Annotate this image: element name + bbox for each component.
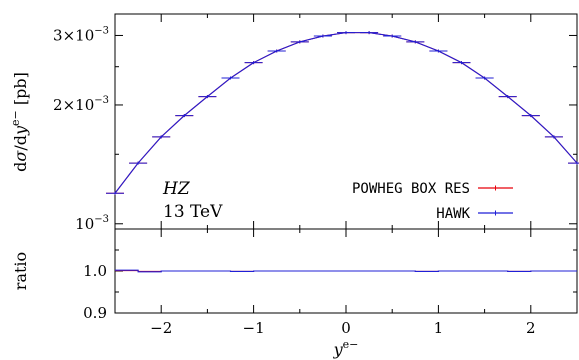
main-x-ticks <box>114 14 578 229</box>
main-y-tick-label: 10−3 <box>75 214 109 233</box>
main-series-line-1 <box>114 32 578 194</box>
main-y-ticks: 10−3 2×10−3 3×10−3 <box>53 25 577 233</box>
ratio-x-ticks: −2 −1 0 1 2 <box>114 229 578 337</box>
x-tick-label: −2 <box>150 319 172 337</box>
x-tick-label: 2 <box>526 319 536 337</box>
main-panel: 10−32×10−33×10−3 dσ/dye− [pb] HZ 13 TeV … <box>9 13 579 233</box>
x-tick-label: 0 <box>341 319 351 337</box>
ratio-series-line-1 <box>115 269 577 273</box>
main-y-tick-label: 3×10−3 <box>53 25 109 44</box>
legend-label-hawk: HAWK <box>436 206 470 222</box>
x-tick-label: −1 <box>243 319 265 337</box>
y-axis-label: dσ/dye− [pb] <box>9 72 30 172</box>
x-tick-label: 1 <box>434 319 444 337</box>
ratio-axis-label: ratio <box>11 252 30 290</box>
ratio-curves <box>115 269 577 273</box>
ratio-panel: 0.9 1.0 −2 −1 0 1 2 ratio ye− <box>11 228 578 359</box>
main-series-line-0 <box>114 32 578 194</box>
legend: POWHEG BOX RES HAWK <box>352 181 513 222</box>
ratio-y-tick-label: 0.9 <box>83 304 107 322</box>
ratio-y-ticks: 0.9 1.0 <box>83 249 577 322</box>
legend-label-powheg: POWHEG BOX RES <box>352 181 470 197</box>
x-axis-label: ye− <box>333 338 359 359</box>
main-y-tick-label: 2×10−3 <box>53 95 109 114</box>
process-label: HZ <box>162 179 191 199</box>
ratio-y-tick-label: 1.0 <box>83 262 107 280</box>
energy-label: 13 TeV <box>163 202 223 222</box>
main-curves <box>106 31 579 195</box>
